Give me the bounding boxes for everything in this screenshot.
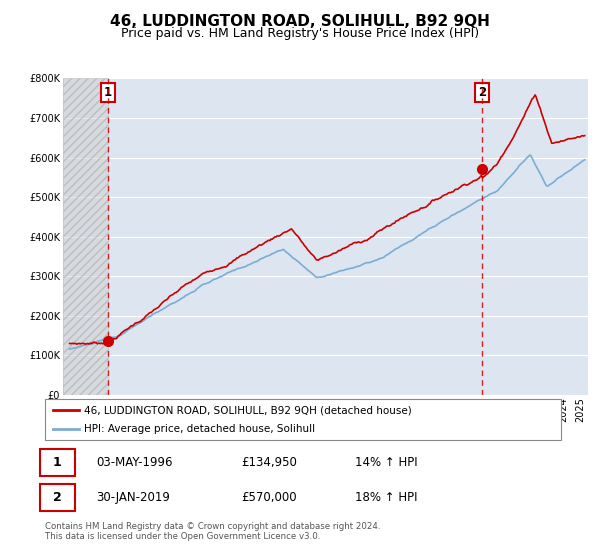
Text: 18% ↑ HPI: 18% ↑ HPI xyxy=(355,491,417,505)
Text: £570,000: £570,000 xyxy=(241,491,297,505)
Text: 2: 2 xyxy=(53,491,62,505)
Text: 30-JAN-2019: 30-JAN-2019 xyxy=(97,491,170,505)
Bar xyxy=(63,78,108,395)
Text: Price paid vs. HM Land Registry's House Price Index (HPI): Price paid vs. HM Land Registry's House … xyxy=(121,27,479,40)
Bar xyxy=(63,78,108,395)
Text: 1: 1 xyxy=(53,456,62,469)
Text: HPI: Average price, detached house, Solihull: HPI: Average price, detached house, Soli… xyxy=(83,424,315,433)
Text: 14% ↑ HPI: 14% ↑ HPI xyxy=(355,456,417,469)
Text: 46, LUDDINGTON ROAD, SOLIHULL, B92 9QH (detached house): 46, LUDDINGTON ROAD, SOLIHULL, B92 9QH (… xyxy=(83,405,412,415)
Text: 46, LUDDINGTON ROAD, SOLIHULL, B92 9QH: 46, LUDDINGTON ROAD, SOLIHULL, B92 9QH xyxy=(110,14,490,29)
Text: 1: 1 xyxy=(104,86,112,99)
FancyBboxPatch shape xyxy=(40,449,75,476)
Text: £134,950: £134,950 xyxy=(241,456,297,469)
Text: 2: 2 xyxy=(478,86,487,99)
Text: 03-MAY-1996: 03-MAY-1996 xyxy=(97,456,173,469)
Text: Contains HM Land Registry data © Crown copyright and database right 2024.
This d: Contains HM Land Registry data © Crown c… xyxy=(45,522,380,542)
FancyBboxPatch shape xyxy=(40,484,75,511)
